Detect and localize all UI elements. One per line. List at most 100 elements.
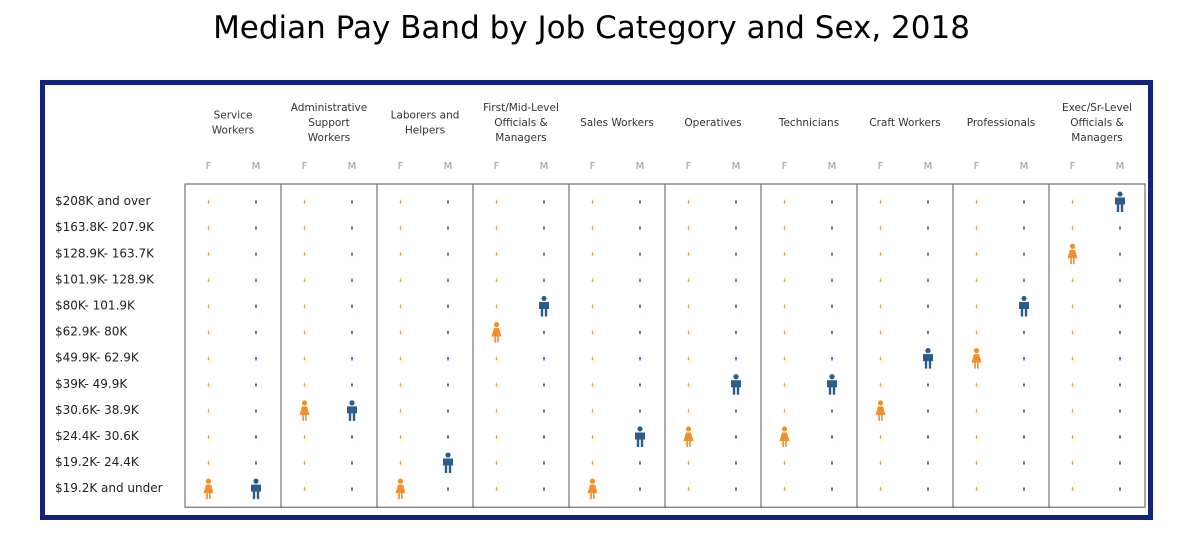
small-icon-m (447, 382, 449, 387)
sex-label-f: F (878, 161, 884, 172)
small-icon-m (255, 382, 257, 387)
small-icon-f (1071, 408, 1074, 413)
small-icon-f (495, 226, 498, 231)
sex-label-f: F (974, 161, 980, 172)
median-icon-f (779, 426, 790, 447)
small-icon-m (351, 330, 353, 335)
pay-band-label: $19.2K- 24.4K (55, 455, 140, 469)
category-header: Laborers and Helpers (391, 110, 460, 137)
small-icon-m (351, 460, 353, 466)
small-icon-m (927, 460, 929, 466)
median-icon-f (395, 478, 406, 500)
small-icon-m (735, 330, 737, 335)
small-icon-m (735, 356, 737, 361)
small-icon-f (783, 199, 786, 205)
small-icon-m (831, 434, 833, 439)
small-icon-f (687, 408, 690, 413)
median-icon-f (587, 478, 598, 500)
small-icon-f (687, 304, 690, 309)
small-icon-m (639, 226, 641, 231)
small-icon-f (879, 278, 882, 283)
small-icon-f (207, 304, 210, 309)
small-icon-f (207, 434, 210, 439)
small-icon-m (639, 330, 641, 335)
small-icon-f (591, 304, 594, 309)
small-icon-f (495, 434, 498, 439)
small-icon-f (687, 278, 690, 283)
small-icon-f (687, 356, 690, 361)
small-icon-f (879, 487, 882, 492)
small-icon-f (591, 408, 594, 413)
chart-title: Median Pay Band by Job Category and Sex,… (213, 10, 970, 46)
small-icon-m (351, 252, 353, 257)
pay-band-label: $128.9K- 163.7K (55, 246, 155, 260)
small-icon-f (303, 199, 306, 205)
small-icon-f (1071, 356, 1074, 361)
small-icon-f (591, 382, 594, 387)
small-icon-f (495, 408, 498, 413)
panel-border (568, 183, 666, 508)
small-icon-f (399, 356, 402, 361)
pay-band-label: $39K- 49.9K (55, 377, 128, 391)
small-icon-m (1119, 304, 1121, 309)
median-icon-f (1067, 243, 1078, 265)
small-icon-m (447, 408, 449, 413)
small-icon-m (639, 252, 641, 257)
small-icon-f (591, 460, 594, 466)
small-icon-m (639, 408, 641, 413)
category-header: Administrative Support Workers (291, 102, 367, 144)
sex-label-m: M (1020, 161, 1029, 172)
small-icon-f (303, 460, 306, 466)
small-icon-m (639, 460, 641, 466)
small-icon-f (207, 382, 210, 387)
panel-border (184, 183, 282, 508)
median-icon-f (299, 400, 310, 421)
small-icon-m (543, 408, 545, 413)
small-icon-f (783, 356, 786, 361)
small-icon-f (303, 252, 306, 257)
sex-label-f: F (398, 161, 404, 172)
small-icon-f (495, 199, 498, 205)
median-icon-f (683, 426, 694, 447)
small-icon-f (879, 330, 882, 335)
sex-label-m: M (1116, 161, 1125, 172)
sex-label-m: M (732, 161, 741, 172)
small-icon-f (975, 487, 978, 492)
small-icon-f (975, 382, 978, 387)
pay-band-label: $49.9K- 62.9K (55, 351, 140, 365)
small-icon-f (495, 278, 498, 283)
median-icon-f (875, 400, 886, 421)
small-icon-m (1119, 408, 1121, 413)
small-icon-f (399, 434, 402, 439)
small-icon-f (399, 330, 402, 335)
small-icon-m (447, 252, 449, 257)
small-icon-m (543, 278, 545, 283)
small-icon-m (831, 226, 833, 231)
small-icon-f (975, 304, 978, 309)
small-icon-f (975, 278, 978, 283)
small-icon-m (735, 434, 737, 439)
panel-border (664, 183, 762, 508)
small-icon-f (207, 278, 210, 283)
small-icon-m (831, 330, 833, 335)
small-icon-f (303, 487, 306, 492)
sex-label-f: F (1070, 161, 1076, 172)
small-icon-m (1023, 199, 1025, 205)
small-icon-m (927, 304, 929, 309)
category-header: Craft Workers (869, 117, 941, 129)
small-icon-f (591, 356, 594, 361)
small-icon-m (831, 460, 833, 466)
category-header: Service Workers (212, 110, 254, 137)
small-icon-m (1119, 434, 1121, 439)
small-icon-m (1023, 356, 1025, 361)
small-icon-m (927, 408, 929, 413)
small-icon-f (495, 252, 498, 257)
small-icon-f (399, 460, 402, 466)
small-icon-f (591, 278, 594, 283)
sex-label-f: F (590, 161, 596, 172)
small-icon-m (831, 278, 833, 283)
pay-band-label: $24.4K- 30.6K (55, 429, 140, 443)
small-icon-f (495, 382, 498, 387)
small-icon-f (1071, 226, 1074, 231)
small-icon-m (351, 382, 353, 387)
